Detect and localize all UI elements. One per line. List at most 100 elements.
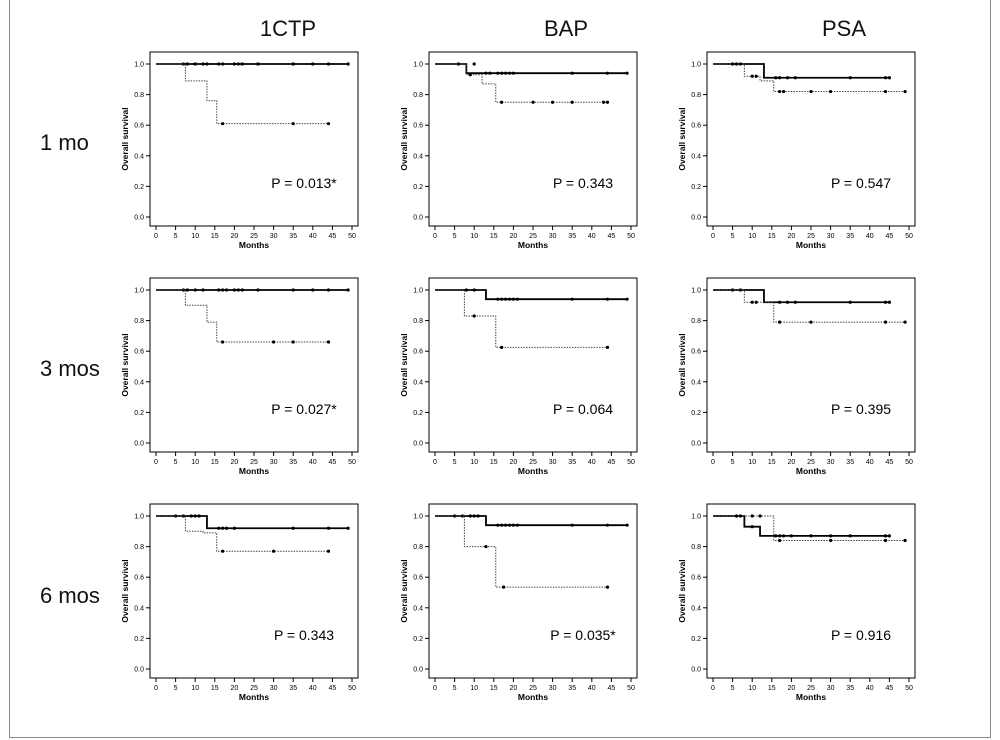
- x-tick-label: 5: [731, 233, 735, 240]
- plot-frame: [428, 51, 638, 227]
- censor-mark: [515, 523, 519, 527]
- censor-mark: [734, 514, 739, 518]
- x-tick-label: 30: [549, 685, 557, 692]
- censor-mark: [605, 297, 610, 301]
- x-tick-label: 50: [627, 459, 635, 466]
- censor-mark: [883, 89, 888, 94]
- y-tick-label: 0.0: [413, 441, 423, 448]
- censor-mark: [887, 76, 892, 80]
- x-tick-label: 20: [510, 459, 518, 466]
- censor-mark: [205, 62, 209, 66]
- censor-mark: [570, 523, 574, 527]
- x-tick-label: 35: [568, 233, 576, 240]
- x-tick-label: 35: [568, 685, 576, 692]
- censor-mark: [754, 74, 758, 78]
- x-tick-label: 20: [231, 685, 239, 692]
- x-tick-label: 50: [627, 685, 635, 692]
- p-value-label: P = 0.343: [553, 175, 613, 191]
- censor-mark: [221, 526, 225, 530]
- y-axis-title: Overall survival: [677, 107, 687, 170]
- survival-curve-dotted: [435, 515, 608, 588]
- x-tick-label: 15: [768, 685, 776, 692]
- y-tick-label: 1.0: [134, 514, 144, 521]
- censor-mark: [570, 100, 574, 104]
- censor-mark: [472, 62, 476, 66]
- column-title-bap: BAP: [543, 16, 589, 41]
- censor-mark: [738, 62, 743, 66]
- x-tick-label: 15: [211, 685, 219, 692]
- censor-mark: [291, 288, 295, 292]
- x-tick-label: 20: [510, 233, 518, 240]
- x-tick-label: 25: [807, 459, 815, 466]
- censor-mark: [531, 100, 535, 104]
- x-tick-label: 0: [154, 685, 158, 692]
- x-tick-label: 5: [453, 233, 457, 240]
- x-axis-title: Months: [239, 240, 269, 250]
- censor-mark: [221, 549, 225, 553]
- censor-mark: [887, 300, 892, 304]
- km-plot-3-mos-psa: 0.0 0.2 0.4 0.6 0.8 1.0 0 5 10 15 20 25 30 35 40 45 50 Mo…: [677, 277, 916, 476]
- x-tick-label: 10: [748, 459, 756, 466]
- x-tick-label: 10: [191, 685, 199, 692]
- x-tick-label: 5: [731, 459, 735, 466]
- censor-mark: [221, 62, 225, 66]
- x-tick-label: 15: [211, 459, 219, 466]
- censor-mark: [500, 100, 504, 104]
- y-tick-label: 0.6: [691, 575, 701, 582]
- y-tick-label: 0.8: [413, 318, 423, 325]
- x-tick-label: 35: [846, 233, 854, 240]
- censor-mark: [221, 340, 225, 344]
- y-tick-label: 1.0: [134, 62, 144, 69]
- x-tick-label: 45: [608, 233, 616, 240]
- x-tick-label: 15: [768, 459, 776, 466]
- censor-mark: [887, 534, 892, 538]
- x-tick-label: 0: [154, 459, 158, 466]
- x-tick-label: 0: [154, 233, 158, 240]
- censor-mark: [484, 71, 488, 75]
- y-axis-title: Overall survival: [399, 333, 409, 396]
- censor-mark: [778, 89, 782, 94]
- y-tick-label: 0.8: [691, 92, 701, 99]
- x-tick-label: 30: [549, 459, 557, 466]
- censor-mark: [326, 526, 331, 530]
- p-value-label: P = 0.343: [274, 627, 334, 643]
- row-label-6-mos: 6 mos: [40, 583, 100, 608]
- x-tick-label: 30: [827, 685, 835, 692]
- x-tick-label: 40: [588, 233, 596, 240]
- censor-mark: [903, 89, 907, 94]
- x-tick-label: 30: [270, 685, 278, 692]
- x-tick-label: 35: [289, 459, 297, 466]
- censor-mark: [256, 62, 260, 66]
- censor-mark: [221, 288, 225, 292]
- survival-curve-dotted: [156, 63, 329, 125]
- plot-frame: [428, 277, 638, 453]
- censor-mark: [750, 300, 754, 304]
- y-tick-label: 0.2: [413, 184, 423, 191]
- censor-mark: [774, 76, 778, 80]
- x-tick-label: 5: [174, 459, 178, 466]
- x-tick-label: 5: [731, 685, 735, 692]
- censor-mark: [326, 122, 331, 126]
- censor-mark: [605, 523, 610, 527]
- censor-mark: [625, 71, 629, 75]
- y-tick-label: 1.0: [134, 288, 144, 295]
- x-tick-label: 15: [768, 233, 776, 240]
- y-tick-label: 0.2: [134, 636, 144, 643]
- censor-mark: [789, 534, 794, 538]
- x-tick-label: 20: [231, 233, 239, 240]
- censor-mark: [185, 62, 189, 66]
- censor-mark: [496, 523, 500, 527]
- censor-mark: [774, 534, 778, 538]
- x-tick-label: 30: [827, 233, 835, 240]
- x-tick-label: 10: [748, 685, 756, 692]
- y-axis-title: Overall survival: [677, 559, 687, 622]
- y-axis-title: Overall survival: [399, 559, 409, 622]
- y-tick-label: 0.8: [691, 544, 701, 551]
- censor-mark: [326, 340, 331, 344]
- censor-mark: [738, 514, 743, 518]
- x-tick-label: 10: [191, 459, 199, 466]
- x-tick-label: 15: [490, 233, 498, 240]
- censor-mark: [201, 62, 205, 66]
- censor-mark: [291, 62, 295, 66]
